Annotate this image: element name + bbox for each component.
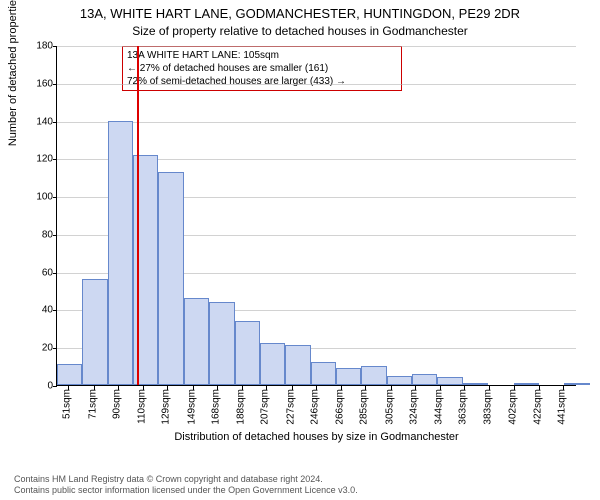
xtick-label: 441sqm xyxy=(556,389,567,425)
annotation-line: 72% of semi-detached houses are larger (… xyxy=(127,75,397,88)
xaxis-label: Distribution of detached houses by size … xyxy=(57,431,576,443)
histogram-bar xyxy=(285,345,310,385)
annotation-line: ← 27% of detached houses are smaller (16… xyxy=(127,62,397,75)
histogram-bar xyxy=(311,362,336,385)
plot-area: Number of detached properties Distributi… xyxy=(56,46,576,386)
histogram-bar xyxy=(336,368,361,385)
chart-title-sub: Size of property relative to detached ho… xyxy=(0,24,600,38)
xtick-label: 363sqm xyxy=(458,389,469,425)
ytick-label: 80 xyxy=(42,229,53,240)
ytick-mark xyxy=(53,84,57,85)
ytick-label: 20 xyxy=(42,343,53,354)
ytick-mark xyxy=(53,46,57,47)
ytick-label: 120 xyxy=(36,154,53,165)
histogram-bar xyxy=(564,383,589,385)
xtick-label: 149sqm xyxy=(186,389,197,425)
histogram-bar xyxy=(437,377,462,385)
xtick-label: 383sqm xyxy=(483,389,494,425)
ytick-label: 0 xyxy=(47,381,53,392)
histogram-bar xyxy=(412,374,437,385)
histogram-bar xyxy=(463,383,488,385)
ytick-mark xyxy=(53,310,57,311)
chart-title-main: 13A, WHITE HART LANE, GODMANCHESTER, HUN… xyxy=(0,6,600,21)
xtick-label: 168sqm xyxy=(210,389,221,425)
ytick-mark xyxy=(53,197,57,198)
ytick-mark xyxy=(53,122,57,123)
xtick-label: 71sqm xyxy=(87,389,98,419)
gridline-horizontal xyxy=(57,84,576,85)
ytick-mark xyxy=(53,159,57,160)
histogram-bar xyxy=(184,298,209,385)
ytick-label: 140 xyxy=(36,116,53,127)
ytick-mark xyxy=(53,386,57,387)
ytick-mark xyxy=(53,348,57,349)
xtick-label: 305sqm xyxy=(384,389,395,425)
gridline-horizontal xyxy=(57,122,576,123)
xtick-label: 266sqm xyxy=(334,389,345,425)
histogram-bar xyxy=(82,279,107,385)
footer-attribution: Contains HM Land Registry data © Crown c… xyxy=(14,474,358,496)
histogram-bar xyxy=(387,376,412,385)
marker-line xyxy=(137,46,139,385)
annotation-line: 13A WHITE HART LANE: 105sqm xyxy=(127,49,397,62)
xtick-label: 90sqm xyxy=(111,389,122,419)
xtick-label: 129sqm xyxy=(161,389,172,425)
xtick-label: 422sqm xyxy=(532,389,543,425)
footer-line: Contains HM Land Registry data © Crown c… xyxy=(14,474,358,485)
ytick-label: 180 xyxy=(36,41,53,52)
xtick-label: 402sqm xyxy=(507,389,518,425)
xtick-label: 344sqm xyxy=(433,389,444,425)
histogram-bar xyxy=(514,383,539,385)
gridline-horizontal xyxy=(57,46,576,47)
ytick-label: 60 xyxy=(42,267,53,278)
xtick-label: 51sqm xyxy=(62,389,73,419)
histogram-bar xyxy=(260,343,285,385)
xtick-label: 246sqm xyxy=(309,389,320,425)
histogram-bar xyxy=(57,364,82,385)
xtick-label: 188sqm xyxy=(236,389,247,425)
footer-line: Contains public sector information licen… xyxy=(14,485,358,496)
histogram-bar xyxy=(158,172,183,385)
ytick-mark xyxy=(53,273,57,274)
xtick-label: 285sqm xyxy=(359,389,370,425)
xtick-label: 227sqm xyxy=(285,389,296,425)
xtick-label: 110sqm xyxy=(137,389,148,424)
histogram-bar xyxy=(108,121,133,385)
ytick-label: 40 xyxy=(42,305,53,316)
histogram-bar xyxy=(235,321,260,385)
histogram-bar xyxy=(209,302,234,385)
ytick-label: 160 xyxy=(36,78,53,89)
xtick-label: 207sqm xyxy=(260,389,271,425)
yaxis-label: Number of detached properties xyxy=(7,0,19,146)
ytick-mark xyxy=(53,235,57,236)
xtick-label: 324sqm xyxy=(408,389,419,425)
histogram-bar xyxy=(361,366,386,385)
ytick-label: 100 xyxy=(36,192,53,203)
